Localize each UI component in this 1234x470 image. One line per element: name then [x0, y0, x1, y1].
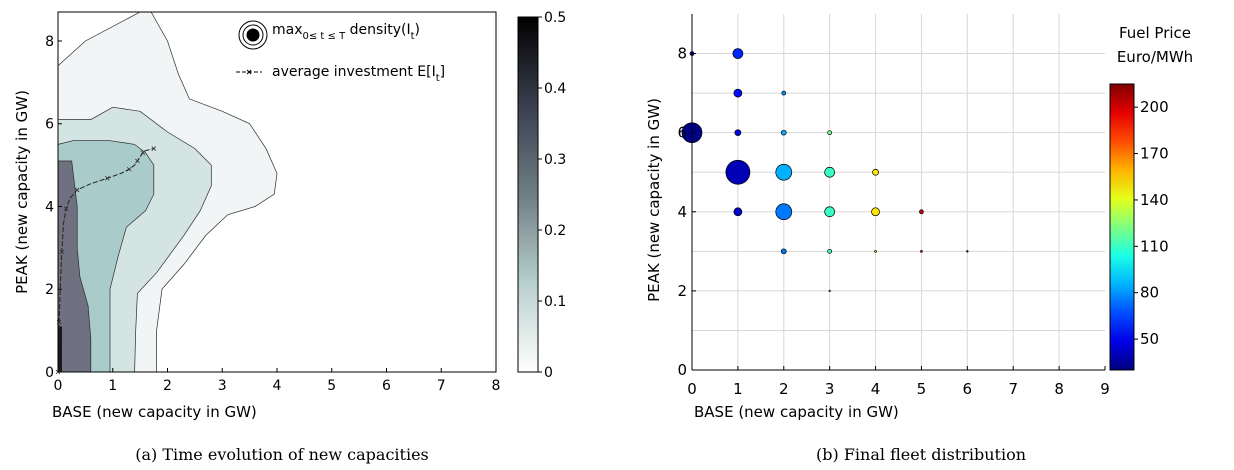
- x-tick-label: 8: [492, 378, 501, 394]
- data-point: [872, 168, 879, 176]
- average-investment-marker: [151, 146, 157, 151]
- x-tick-label: 0: [54, 378, 63, 394]
- x-tick-label: 5: [917, 380, 927, 398]
- y-tick-label: 8: [45, 34, 54, 50]
- x-tick-label: 9: [1100, 380, 1110, 398]
- x-tick-label: 7: [437, 378, 446, 394]
- data-point: [734, 129, 742, 137]
- chart-a: 0 1 2 3 4 5 6 7 8 0 2 4 6 8 0 0.1 0.2 0.3 0.4 0.5 max0≤ t ≤…: [13, 10, 566, 464]
- data-point: [775, 163, 793, 181]
- data-point: [966, 250, 969, 253]
- data-point: [780, 129, 787, 136]
- data-point: [827, 130, 833, 136]
- y-tick-label: 0: [45, 365, 54, 381]
- legend-average-marker: [246, 69, 252, 75]
- y-tick-label: 8: [677, 45, 687, 63]
- colorbar-tick-label: 0.5: [544, 10, 566, 26]
- average-investment-marker: [63, 206, 69, 211]
- average-investment-marker: [59, 249, 65, 255]
- legend-density-icon: [246, 28, 260, 42]
- x-tick-label: 2: [779, 380, 789, 398]
- caption-b: (b) Final fleet distribution: [816, 445, 1026, 464]
- data-point: [828, 289, 831, 293]
- x-tick-label: 1: [108, 378, 117, 394]
- data-point: [874, 249, 877, 253]
- average-investment-marker: [135, 158, 140, 164]
- data-point: [725, 159, 751, 185]
- density-ridge: [58, 326, 62, 372]
- x-tick-label: 6: [382, 378, 391, 394]
- chart-b: 0 1 2 3 4 5 6 7 8 9 0 2 4 6 8 50 80 110 140 170 200 Fuel Pri…: [645, 14, 1193, 464]
- data-point: [781, 90, 787, 96]
- average-investment-marker: [140, 150, 146, 155]
- x-tick-label: 0: [687, 380, 697, 398]
- x-tick-label: 1: [733, 380, 743, 398]
- colorbar-tick-label: 110: [1140, 237, 1169, 255]
- x-tick-label: 6: [963, 380, 973, 398]
- y-tick-label: 4: [677, 203, 687, 221]
- data-point: [920, 249, 923, 253]
- y-tick-label: 2: [45, 282, 54, 298]
- average-investment-marker: [74, 187, 80, 193]
- data-point: [824, 206, 836, 218]
- x-tick-label: 2: [163, 378, 172, 394]
- average-investment-marker: [126, 166, 132, 172]
- x-axis-label: BASE (new capacity in GW): [52, 403, 257, 421]
- data-point: [827, 248, 833, 254]
- average-investment-marker: [104, 176, 110, 181]
- colorbar: [1109, 83, 1135, 371]
- colorbar-tick-label: 0.3: [544, 152, 566, 168]
- colorbar-tick-label: 0: [544, 365, 553, 381]
- data-point: [871, 207, 880, 217]
- colorbar-tick-label: 200: [1140, 98, 1169, 116]
- y-axis-label: PEAK (new capacity in GW): [645, 98, 663, 302]
- x-tick-label: 4: [273, 378, 282, 394]
- data-point: [733, 88, 743, 98]
- x-tick-label: 8: [1054, 380, 1064, 398]
- y-axis-label: PEAK (new capacity in GW): [13, 90, 31, 294]
- data-point: [780, 248, 787, 255]
- data-point: [775, 203, 793, 221]
- colorbar-tick-label: 0.1: [544, 294, 566, 310]
- legend-average-text: average investment E[It]: [272, 64, 445, 84]
- y-tick-label: 6: [45, 117, 54, 133]
- colorbar-tick-label: 50: [1140, 330, 1159, 348]
- x-axis-label: BASE (new capacity in GW): [694, 403, 899, 421]
- data-point: [919, 209, 924, 215]
- data-point: [732, 48, 744, 59]
- legend-density-text: max0≤ t ≤ T density(It): [272, 22, 420, 42]
- average-investment-line: [57, 148, 154, 372]
- x-tick-label: 3: [825, 380, 835, 398]
- colorbar: [517, 16, 539, 373]
- colorbar-tick-label: 0.4: [544, 81, 566, 97]
- y-tick-label: 4: [45, 199, 54, 215]
- plot-area: [692, 14, 1105, 370]
- y-tick-label: 2: [677, 282, 687, 300]
- x-tick-label: 4: [871, 380, 881, 398]
- colorbar-tick-label: 0.2: [544, 223, 566, 239]
- x-tick-label: 3: [218, 378, 227, 394]
- colorbar-title-line2: Euro/MWh: [1117, 48, 1193, 66]
- colorbar-tick-label: 170: [1140, 145, 1169, 163]
- y-tick-label: 6: [677, 124, 687, 142]
- colorbar-title-line1: Fuel Price: [1119, 24, 1191, 42]
- y-tick-label: 0: [677, 361, 687, 379]
- colorbar-tick-label: 140: [1140, 191, 1169, 209]
- caption-a: (a) Time evolution of new capacities: [135, 445, 429, 464]
- data-point: [824, 166, 836, 178]
- data-point: [733, 207, 743, 217]
- x-tick-label: 7: [1008, 380, 1018, 398]
- colorbar-tick-label: 80: [1140, 284, 1159, 302]
- x-tick-label: 5: [327, 378, 336, 394]
